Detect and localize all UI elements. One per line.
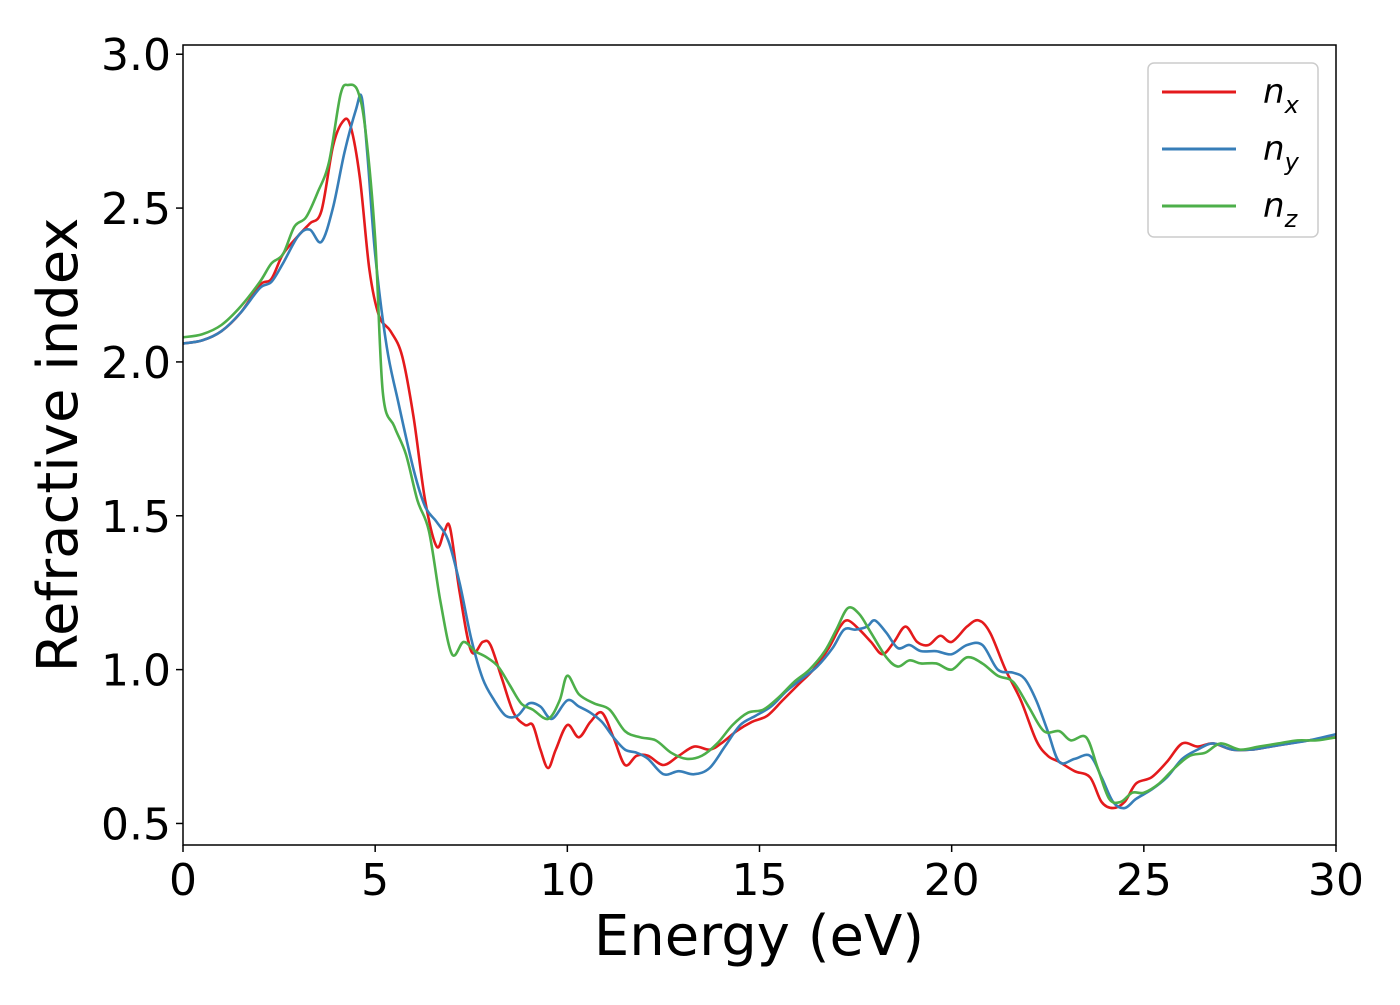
x-tick-label: 15 (732, 855, 788, 906)
x-tick-label: 5 (361, 855, 389, 906)
legend-label-nx: nx (1263, 72, 1300, 119)
y-tick-label: 3.0 (101, 30, 171, 81)
series-layer (183, 83, 1336, 810)
ticks-layer: 0 5 10 15 20 25 30 0.5 1.0 1.5 2.0 2.5 3.0 (101, 30, 1364, 906)
x-axis-title: Energy (eV) (594, 904, 924, 969)
series-line-nz (183, 83, 1336, 805)
y-tick-label: 1.0 (101, 646, 171, 697)
x-tick-label: 0 (169, 855, 197, 906)
x-tick-label: 20 (924, 855, 980, 906)
x-tick-label: 30 (1308, 855, 1364, 906)
y-tick-label: 0.5 (101, 799, 171, 850)
y-axis-title: Refractive index (26, 218, 91, 673)
series-line-nx (183, 117, 1336, 810)
y-tick-label: 2.5 (101, 184, 171, 235)
x-tick-label: 10 (539, 855, 595, 906)
y-tick-label: 1.5 (101, 492, 171, 543)
y-tick-label: 2.0 (101, 338, 171, 389)
x-tick-label: 25 (1116, 855, 1172, 906)
